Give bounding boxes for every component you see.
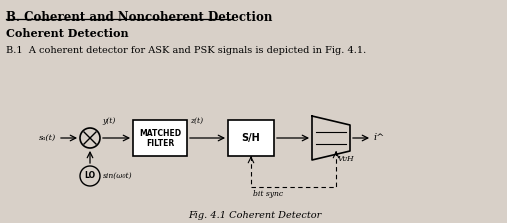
- Text: sₐ(t): sₐ(t): [39, 134, 56, 142]
- Text: B.1  A coherent detector for ASK and PSK signals is depicted in Fig. 4.1.: B.1 A coherent detector for ASK and PSK …: [6, 46, 366, 55]
- Text: bit sync: bit sync: [253, 190, 283, 198]
- Text: LO: LO: [85, 171, 95, 180]
- Text: Fig. 4.1 Coherent Detector: Fig. 4.1 Coherent Detector: [189, 211, 321, 220]
- Text: VᴜH: VᴜH: [338, 155, 354, 163]
- Text: i^: i^: [374, 134, 385, 142]
- Text: FILTER: FILTER: [146, 138, 174, 147]
- Text: S/H: S/H: [242, 133, 261, 143]
- Text: z(t): z(t): [190, 117, 203, 125]
- Text: Coherent Detection: Coherent Detection: [6, 28, 129, 39]
- Text: MATCHED: MATCHED: [139, 130, 181, 138]
- Bar: [133, 120, 187, 156]
- Text: B. Coherent and Noncoherent Detection: B. Coherent and Noncoherent Detection: [6, 11, 272, 24]
- Text: sin(ω₀t): sin(ω₀t): [103, 172, 133, 180]
- Bar: [228, 120, 274, 156]
- Text: y(t): y(t): [102, 117, 116, 125]
